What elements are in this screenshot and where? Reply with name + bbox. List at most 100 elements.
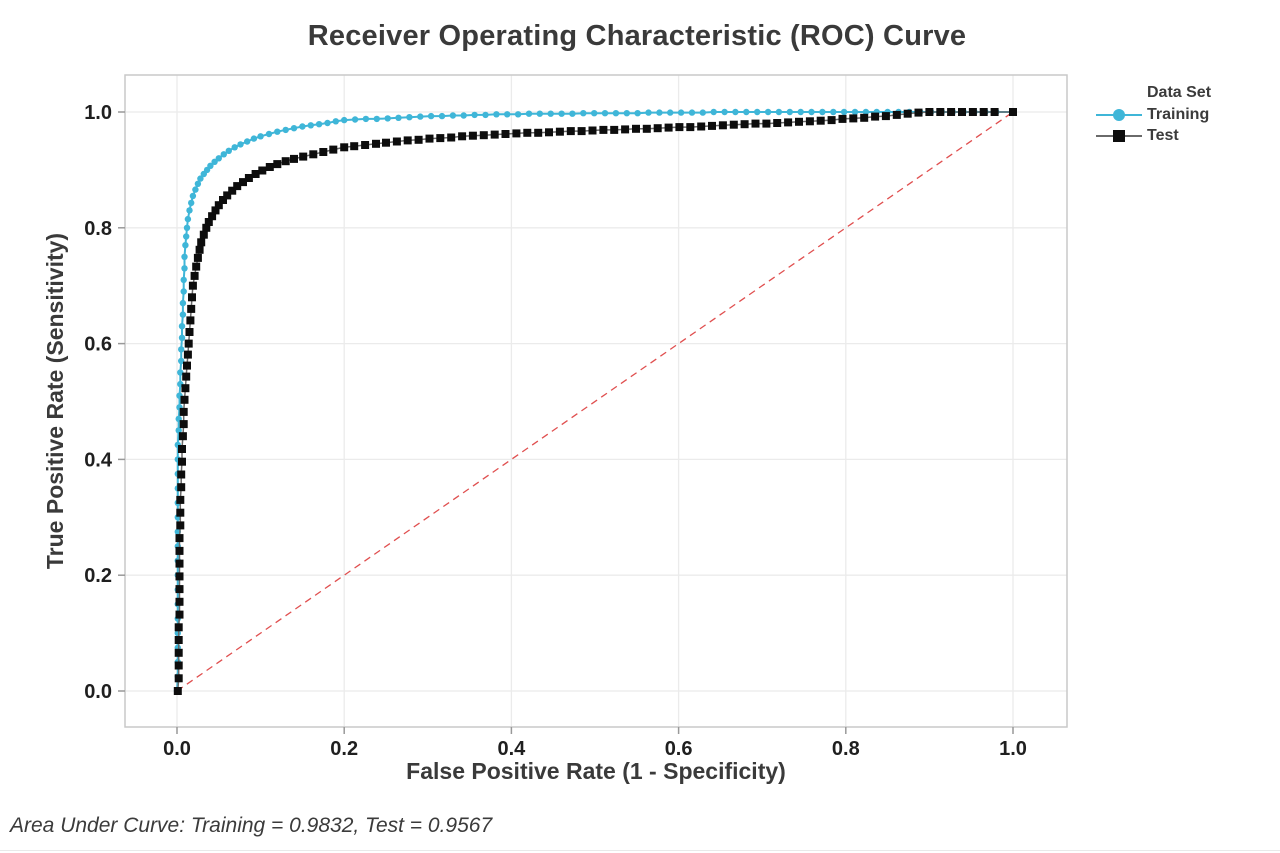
test-point — [729, 120, 738, 129]
test-point — [180, 395, 189, 404]
training-point — [215, 155, 222, 162]
test-point — [178, 445, 186, 453]
training-point — [178, 357, 185, 365]
y-tick-label: 0.4 — [84, 449, 113, 471]
training-point — [460, 112, 467, 119]
test-point — [958, 108, 966, 116]
test-point — [479, 131, 488, 140]
training-point — [207, 162, 214, 169]
test-point — [175, 546, 184, 555]
training-point — [808, 108, 815, 116]
training-point — [179, 311, 187, 318]
training-point — [225, 147, 232, 154]
training-point — [504, 111, 511, 118]
test-point — [751, 119, 760, 128]
training-point — [307, 122, 314, 129]
training-point — [580, 110, 587, 117]
chart-title: Receiver Operating Characteristic (ROC) … — [307, 20, 967, 52]
training-point — [180, 288, 187, 295]
training-point — [177, 369, 184, 376]
test-point — [653, 124, 662, 133]
training-point — [851, 108, 859, 116]
training-point — [688, 109, 696, 116]
test-point — [425, 134, 434, 143]
test-point — [214, 201, 223, 210]
test-point — [233, 182, 242, 191]
test-point — [174, 623, 183, 632]
test-point — [244, 174, 253, 182]
training-point — [188, 199, 195, 207]
training-point — [184, 215, 192, 223]
y-axis-label: True Positive Rate (Sensitivity) — [42, 232, 68, 570]
test-point — [290, 154, 298, 163]
training-point — [743, 108, 750, 116]
test-point — [458, 132, 467, 141]
test-point — [686, 123, 695, 132]
training-point — [257, 133, 264, 140]
training-point — [406, 114, 413, 121]
training-point — [192, 186, 199, 193]
legend-entry-test: Test — [1096, 125, 1280, 146]
training-point — [274, 128, 281, 135]
test-point — [555, 127, 564, 136]
test-point — [177, 483, 186, 492]
training-point — [179, 299, 187, 307]
test-point — [903, 109, 912, 118]
test-point — [947, 108, 956, 116]
training-point — [525, 110, 533, 117]
legend-entry-training: Training — [1096, 104, 1280, 125]
test-point — [849, 114, 858, 123]
test-point — [512, 129, 521, 138]
training-point — [180, 276, 187, 284]
test-point — [979, 108, 988, 116]
training-point — [189, 192, 197, 200]
test-point — [816, 116, 825, 125]
test-point — [195, 245, 204, 254]
test-point — [219, 196, 227, 204]
chance-diagonal-reference-line — [176, 111, 1014, 692]
test-point — [718, 121, 727, 130]
training-point — [764, 108, 772, 116]
legend-title: Data Set — [1147, 84, 1212, 101]
test-point — [177, 470, 186, 479]
test-point — [174, 661, 183, 670]
test-point — [185, 328, 194, 336]
training-point — [547, 110, 554, 117]
test-point — [642, 124, 651, 133]
training-point — [840, 108, 848, 116]
training-point — [231, 144, 238, 151]
test-point — [187, 304, 196, 313]
training-point — [417, 113, 424, 120]
training-point — [315, 121, 323, 128]
test-point — [251, 170, 260, 178]
training-point — [514, 111, 522, 118]
test-point — [577, 127, 586, 136]
test-point — [202, 223, 211, 232]
training-point — [623, 110, 630, 117]
test-point — [174, 648, 183, 657]
test-point — [176, 495, 185, 504]
test-point — [204, 218, 213, 226]
test-point — [192, 262, 201, 271]
test-point — [892, 110, 901, 119]
training-point — [427, 112, 435, 120]
test-point — [184, 339, 193, 348]
training-point — [197, 175, 204, 182]
test-point — [176, 521, 185, 530]
test-point — [599, 125, 608, 134]
training-point — [178, 323, 186, 330]
test-point — [871, 112, 880, 121]
test-point — [273, 160, 282, 169]
test-point — [188, 293, 196, 302]
training-point — [324, 119, 331, 127]
test-point — [697, 122, 706, 131]
training-point — [786, 108, 793, 116]
training-point — [181, 253, 188, 260]
test-point — [319, 148, 328, 156]
training-point — [290, 125, 298, 132]
chance-line — [176, 111, 1014, 692]
training-point — [645, 109, 652, 116]
test-point — [178, 432, 187, 441]
test-point — [309, 150, 318, 159]
